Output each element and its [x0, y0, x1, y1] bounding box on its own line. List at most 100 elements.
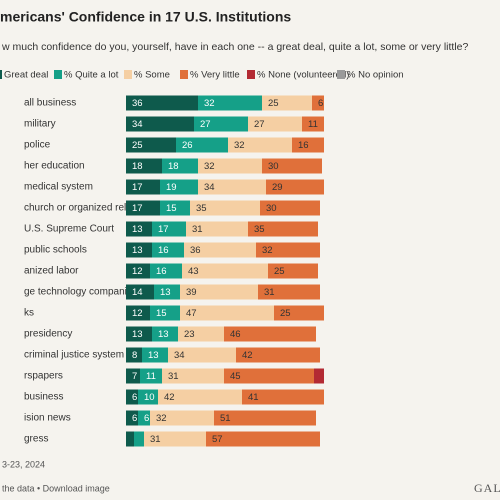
value-label: 13	[160, 287, 171, 298]
bar-segment	[176, 137, 228, 153]
value-label: 7	[132, 371, 137, 382]
value-label: 10	[144, 392, 155, 403]
bar-segment	[262, 158, 322, 174]
value-label: 16	[156, 266, 167, 277]
bar-segment	[168, 347, 236, 363]
value-label: 25	[280, 308, 291, 319]
bar-segment	[126, 179, 160, 195]
legend-label: % No opinion	[347, 70, 404, 81]
bar-segment	[144, 431, 206, 447]
value-label: 32	[204, 98, 215, 109]
value-label: 47	[186, 308, 197, 319]
legend-label: % Some	[134, 70, 170, 81]
links[interactable]: the data • Download image	[2, 483, 110, 493]
value-label: 15	[156, 308, 167, 319]
legend-swatch	[0, 70, 2, 79]
value-label: 46	[230, 329, 241, 340]
value-label: 13	[132, 329, 143, 340]
value-label: 39	[186, 287, 197, 298]
value-label: 42	[242, 350, 253, 361]
bar-segment	[126, 158, 162, 174]
logo: GALL	[474, 481, 500, 495]
bar-segment	[190, 200, 260, 216]
bar-segment	[126, 242, 152, 258]
bar-segment	[126, 284, 154, 300]
value-label: 31	[264, 287, 275, 298]
legend-label: % None (volunteered)	[257, 70, 349, 81]
bar-segment	[152, 242, 184, 258]
bar-segment	[126, 410, 138, 426]
value-label: 41	[248, 392, 259, 403]
category-label: U.S. Supreme Court	[24, 224, 114, 235]
value-label: 12	[132, 308, 143, 319]
value-label: 32	[234, 140, 245, 151]
category-label: anized labor	[24, 266, 79, 277]
value-label: 17	[158, 224, 169, 235]
bar-segment	[242, 389, 324, 405]
value-label: 15	[166, 203, 177, 214]
bar-segment	[256, 242, 320, 258]
value-label: 6	[132, 413, 137, 424]
bar-segment	[126, 305, 150, 321]
bar-segment	[138, 410, 150, 426]
value-label: 16	[298, 140, 309, 151]
bar-segment	[150, 410, 214, 426]
legend-swatch	[337, 70, 345, 79]
bar-segment	[126, 389, 138, 405]
value-label: 45	[230, 371, 241, 382]
bar-segment	[140, 368, 162, 384]
value-label: 30	[266, 203, 277, 214]
value-label: 51	[220, 413, 231, 424]
bar-segment	[182, 263, 268, 279]
bar-segment	[160, 179, 198, 195]
value-label: 25	[132, 140, 143, 151]
bar-segment	[224, 368, 314, 384]
legend-swatch	[124, 70, 132, 79]
bar-segment	[292, 137, 324, 153]
bar-segment	[134, 431, 144, 447]
bar-segment	[314, 368, 324, 384]
category-label: all business	[24, 98, 76, 109]
value-label: 13	[132, 224, 143, 235]
bar-segment	[258, 284, 320, 300]
bar-segment	[274, 305, 324, 321]
legend-label: % Very little	[190, 70, 240, 81]
value-label: 31	[168, 371, 179, 382]
bar-segment	[126, 137, 176, 153]
category-label: rspapers	[24, 371, 63, 382]
bar-segment	[248, 221, 318, 237]
bar-segment	[126, 116, 194, 132]
bar-segment	[152, 326, 178, 342]
value-label: 11	[308, 119, 318, 130]
value-label: 17	[132, 203, 143, 214]
bar-segment	[150, 305, 180, 321]
bar-segment	[302, 116, 324, 132]
bar-segment	[162, 158, 198, 174]
value-label: 6	[144, 413, 149, 424]
value-label: 11	[146, 371, 156, 382]
bar-segment	[214, 410, 316, 426]
bar-segment	[126, 221, 152, 237]
value-label: 25	[274, 266, 285, 277]
legend-label: Great deal	[4, 70, 48, 81]
chart-subtitle: w much confidence do you, yourself, have…	[1, 41, 468, 53]
value-label: 17	[132, 182, 143, 193]
category-label: ge technology companies	[24, 287, 137, 298]
legend-label: % Quite a lot	[64, 70, 119, 81]
legend-swatch	[247, 70, 255, 79]
value-label: 13	[132, 245, 143, 256]
bar-segment	[312, 95, 324, 111]
category-label: her education	[24, 161, 85, 172]
value-label: 32	[204, 161, 215, 172]
value-label: 6	[318, 98, 323, 109]
value-label: 27	[254, 119, 265, 130]
value-label: 35	[254, 224, 265, 235]
bar-segment	[198, 158, 262, 174]
bar-segment	[206, 431, 320, 447]
bar-segment	[160, 200, 190, 216]
value-label: 25	[268, 98, 279, 109]
bar-segment	[126, 200, 160, 216]
bar-segment	[236, 347, 320, 363]
value-label: 30	[268, 161, 279, 172]
